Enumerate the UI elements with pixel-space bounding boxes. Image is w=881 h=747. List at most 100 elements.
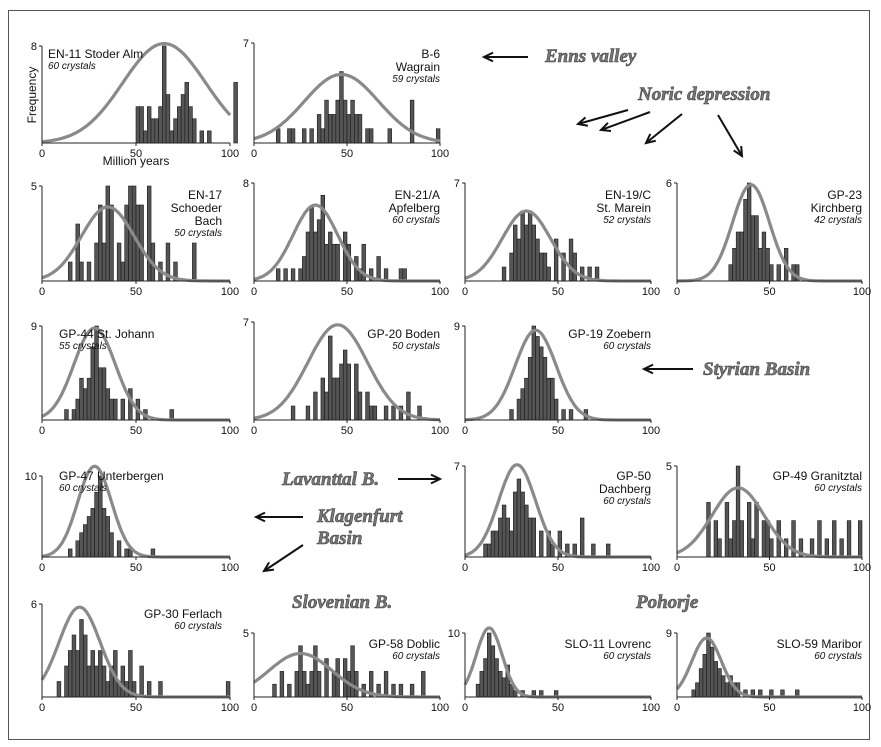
histogram-bar [335, 99, 340, 144]
histogram-bar [79, 377, 84, 421]
y-tick-label: 9 [666, 628, 672, 640]
sample-label: Schoeder [171, 201, 222, 215]
histogram-bar [409, 99, 415, 144]
histogram-bar [483, 658, 488, 698]
histogram-bar [79, 532, 84, 558]
histogram-bar [354, 671, 359, 698]
crystal-count: 60 crystals [392, 651, 440, 662]
histogram-bar [342, 231, 348, 282]
histogram-bar [298, 268, 303, 282]
histogram-bar [550, 377, 555, 421]
histogram-bar [498, 671, 503, 698]
histogram-bar [165, 94, 171, 144]
crystal-count: 60 crystals [603, 341, 651, 352]
histogram-bar [94, 665, 99, 698]
crystal-count: 60 crystals [603, 496, 651, 507]
histogram-bar [56, 681, 62, 698]
histogram-bar [290, 405, 296, 421]
histogram-bar [505, 517, 510, 558]
histogram-bar [531, 517, 536, 558]
histogram-bar [354, 114, 359, 144]
histogram-bar [139, 665, 144, 698]
histogram-bar [339, 71, 344, 144]
sample-label: SLO-11 Lovrenc [565, 637, 652, 651]
histogram-bar [524, 504, 529, 558]
histogram-bar [339, 363, 344, 421]
histogram-bar [739, 231, 744, 282]
histogram-bar [369, 405, 374, 421]
histogram-bar [527, 210, 533, 282]
histogram-bar [90, 508, 95, 558]
histogram-bar [527, 517, 533, 558]
region-label-lavanttal: Lavanttal B. [281, 469, 379, 490]
crystal-count: 60 crystals [48, 61, 96, 72]
histogram-bar [169, 130, 174, 144]
y-tick-label: 6 [31, 599, 37, 611]
histogram-bar [346, 114, 352, 144]
histogram-bar [68, 261, 73, 282]
histogram-bar [398, 683, 404, 698]
histogram-bar [342, 99, 348, 144]
histogram-bar [225, 681, 231, 698]
histogram-bar [706, 502, 711, 558]
histogram-bar [475, 683, 481, 698]
x-axis-title: Million years [103, 154, 170, 168]
crystal-count: 60 crystals [814, 483, 862, 494]
histogram-bar [83, 524, 88, 558]
x-tick-label: 100 [853, 286, 871, 298]
sample-label: Bach [195, 214, 222, 228]
histogram-bar [64, 409, 69, 421]
histogram-bar [309, 207, 314, 282]
histogram-bar [487, 543, 492, 558]
x-tick-label: 100 [221, 148, 239, 160]
histogram-bar [272, 683, 277, 698]
y-tick-label: 10 [25, 471, 37, 483]
x-tick-label: 100 [642, 425, 660, 437]
histogram-bar [105, 185, 110, 282]
histogram-bar [90, 346, 95, 421]
histogram-bar [568, 238, 574, 282]
histogram-bar [158, 681, 163, 698]
histogram-bar [765, 248, 770, 282]
y-tick-label: 7 [243, 317, 249, 329]
histogram-bar [146, 185, 152, 282]
arrow-head [641, 363, 654, 375]
histogram-bar [539, 252, 544, 282]
histogram-bar [328, 114, 333, 144]
y-tick-label: 9 [31, 321, 37, 333]
histogram-bar [369, 128, 374, 144]
histogram-bar [313, 231, 318, 282]
histogram-bar [732, 520, 737, 558]
histogram-bar [64, 665, 69, 698]
histogram-bar [539, 530, 544, 558]
histogram-bar [320, 128, 325, 144]
histogram-bar [316, 671, 322, 698]
x-tick-label: 0 [674, 562, 680, 574]
histogram-bar [283, 268, 288, 282]
histogram-bar [68, 548, 73, 558]
histogram-bar [98, 204, 103, 282]
histogram-bar [79, 619, 84, 698]
x-tick-label: 100 [642, 562, 660, 574]
arrow-shaft [645, 113, 683, 144]
histogram-bar [139, 106, 144, 144]
sample-label: Apfelberg [389, 201, 440, 215]
histogram-bar [735, 465, 741, 558]
histogram-bar [120, 261, 126, 282]
x-tick-label: 100 [642, 702, 660, 714]
histogram-bar [120, 398, 126, 421]
histogram-bar [758, 248, 763, 282]
histogram-bar [527, 357, 533, 421]
histogram-bar [287, 128, 292, 144]
histogram-bar [832, 520, 837, 558]
histogram-bar [513, 224, 518, 282]
y-tick-label: 6 [666, 178, 672, 190]
sample-label: GP-49 Granitztal [773, 469, 862, 483]
histogram-bar [702, 654, 707, 698]
histogram-bar [68, 650, 73, 698]
histogram-bar [276, 268, 281, 282]
x-tick-label: 0 [39, 148, 45, 160]
histogram-bar [342, 349, 348, 421]
